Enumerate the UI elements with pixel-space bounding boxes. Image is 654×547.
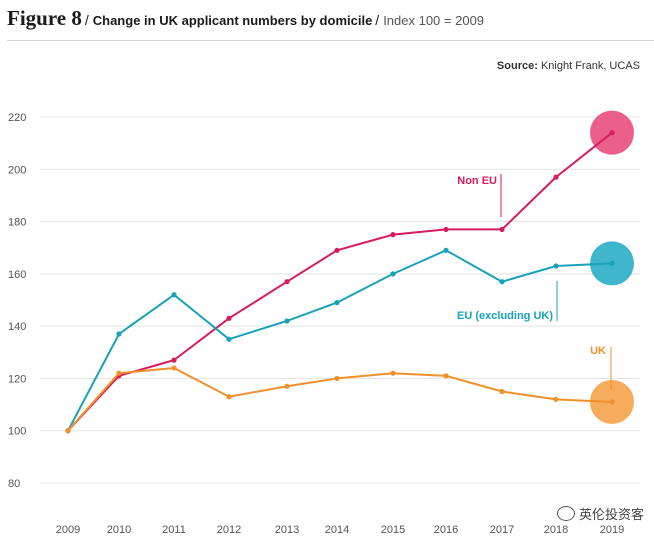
y-tick-label: 120 (8, 373, 26, 385)
x-tick-label: 2017 (490, 524, 514, 536)
data-point (116, 331, 122, 337)
watermark-text: 英伦投资客 (578, 507, 644, 522)
data-point (609, 260, 615, 266)
y-tick-label: 100 (8, 426, 26, 438)
figure-title: Change in UK applicant numbers by domici… (92, 13, 373, 28)
data-point (334, 247, 340, 253)
series-line (67, 366, 613, 432)
data-point (553, 396, 559, 402)
series-label: EU (excluding UK) (457, 310, 553, 322)
data-point (116, 370, 122, 376)
y-tick-label: 80 (8, 478, 20, 490)
data-point (65, 428, 71, 434)
y-tick-label: 160 (8, 269, 26, 281)
data-point (390, 370, 396, 376)
data-point (284, 279, 290, 285)
x-tick-label: 2018 (544, 524, 568, 536)
figure-subtitle: Index 100 = 2009 (383, 13, 485, 28)
x-tick-label: 2016 (434, 524, 458, 536)
source-label: Source: (496, 60, 538, 72)
data-point (226, 315, 232, 321)
x-tick-label: 2013 (275, 524, 299, 536)
figure-title-row: Figure 8/Change in UK applicant numbers … (7, 6, 484, 31)
y-tick-label: 200 (8, 164, 26, 176)
data-point (390, 232, 396, 238)
x-tick-label: 2014 (325, 524, 349, 536)
data-point (334, 300, 340, 306)
figure-number: Figure 8 (7, 6, 82, 30)
x-tick-label: 2015 (381, 524, 405, 536)
x-tick-label: 2019 (600, 524, 624, 536)
series-label: UK (590, 345, 606, 357)
series-line (67, 249, 613, 432)
source-text: Knight Frank, UCAS (540, 60, 640, 72)
y-tick-label: 180 (8, 217, 26, 229)
data-point (553, 263, 559, 269)
wechat-icon (556, 506, 575, 521)
data-point (443, 247, 449, 253)
data-point (284, 383, 290, 389)
x-tick-label: 2009 (56, 524, 80, 536)
data-point (499, 226, 505, 233)
series-label: Non EU (457, 175, 497, 187)
series-line (67, 131, 613, 432)
title-divider (7, 40, 654, 41)
data-point (499, 388, 505, 395)
data-point (334, 375, 340, 382)
y-tick-label: 220 (8, 112, 26, 124)
data-point (171, 357, 177, 363)
data-point (171, 292, 177, 298)
y-tick-label: 140 (8, 321, 26, 333)
data-point (443, 373, 449, 379)
watermark: 英伦投资客 (556, 504, 644, 523)
data-point (443, 226, 449, 233)
data-point (284, 318, 290, 324)
data-point (171, 365, 177, 371)
data-point (553, 174, 559, 180)
data-point (226, 394, 232, 400)
source-note: Source: Knight Frank, UCAS (497, 60, 640, 72)
data-point (226, 336, 232, 342)
data-point (499, 279, 505, 285)
data-point (609, 130, 615, 136)
data-point (609, 399, 615, 405)
x-tick-label: 2011 (162, 524, 186, 536)
data-point (390, 271, 396, 277)
subtitle-slash: / (375, 12, 380, 28)
title-slash: / (84, 12, 89, 28)
x-tick-label: 2012 (217, 524, 241, 536)
x-tick-label: 2010 (107, 524, 131, 536)
